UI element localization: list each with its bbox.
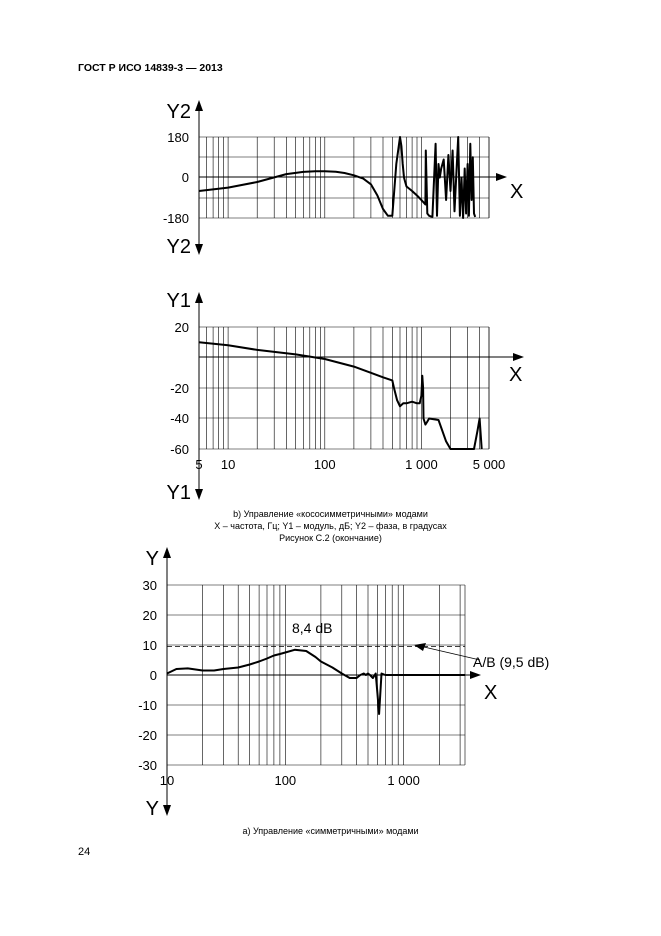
modulus-x-tick-label: 10 bbox=[221, 457, 235, 472]
phase-y-label-top: Y2 bbox=[167, 101, 191, 123]
modulus-y-tick-label: -20 bbox=[170, 381, 189, 396]
symmetric-y-tick-label: -20 bbox=[138, 728, 157, 743]
phase-x-axis-arrow bbox=[496, 173, 507, 181]
phase-series-line bbox=[198, 136, 477, 219]
symmetric-y-tick-label: 10 bbox=[143, 638, 157, 653]
phase-y-tick-label: 180 bbox=[167, 130, 189, 145]
modulus-y-label-bottom: Y1 bbox=[167, 482, 191, 504]
document-header: ГОСТ Р ИСО 14839-3 — 2013 bbox=[78, 62, 223, 74]
modulus-x-tick-label: 5 bbox=[195, 457, 202, 472]
symmetric-x-tick-label: 1 000 bbox=[387, 773, 420, 788]
modulus-x-tick-label: 5 000 bbox=[473, 457, 506, 472]
caption-a-title: a) Управление «симметричными» модами bbox=[242, 826, 419, 836]
symmetric-series-line bbox=[166, 648, 465, 715]
modulus-x-tick-label: 100 bbox=[314, 457, 336, 472]
symmetric-y-axis-arrow-down bbox=[163, 805, 171, 816]
modulus-x-tick-label: 1 000 bbox=[405, 457, 438, 472]
symmetric-x-label: X bbox=[484, 682, 497, 704]
caption-b-title: b) Управление «кососимметричными» модами bbox=[233, 509, 428, 519]
modulus-y-label-top: Y1 bbox=[167, 290, 191, 312]
page-number: 24 bbox=[78, 846, 91, 858]
phase-y-tick-label: -180 bbox=[163, 211, 189, 226]
phase-x-label: X bbox=[510, 181, 523, 203]
modulus-y-tick-label: -60 bbox=[170, 442, 189, 457]
modulus-y-axis-arrow-down bbox=[195, 489, 203, 500]
peak-label: 8,4 dB bbox=[292, 620, 332, 636]
modulus-series-line bbox=[198, 341, 483, 450]
symmetric-y-tick-label: 20 bbox=[143, 608, 157, 623]
reference-pointer-arrow bbox=[414, 643, 426, 651]
symmetric-x-tick-label: 100 bbox=[274, 773, 296, 788]
symmetric-y-tick-label: 0 bbox=[150, 668, 157, 683]
modulus-y-tick-label: -40 bbox=[170, 411, 189, 426]
modulus-x-label: X bbox=[509, 364, 522, 386]
symmetric-x-axis-arrow bbox=[470, 671, 481, 679]
modulus-y-axis-arrow-up bbox=[195, 292, 203, 303]
symmetric-x-tick-label: 10 bbox=[160, 773, 174, 788]
symmetric-y-tick-label: -30 bbox=[138, 758, 157, 773]
phase-y-axis-arrow-down bbox=[195, 244, 203, 255]
caption-b-legend: X – частота, Гц; Y1 – модуль, дБ; Y2 – ф… bbox=[214, 521, 447, 531]
modulus-y-tick-label: 20 bbox=[175, 320, 189, 335]
figure-caption: Рисунок С.2 (окончание) bbox=[279, 533, 382, 543]
symmetric-y-axis-arrow-up bbox=[163, 547, 171, 558]
symmetric-y-label-bottom: Y bbox=[146, 798, 159, 820]
symmetric-y-tick-label: 30 bbox=[143, 578, 157, 593]
reference-label: A/B (9,5 dB) bbox=[473, 654, 549, 670]
phase-y-axis-arrow-up bbox=[195, 100, 203, 111]
symmetric-y-tick-label: -10 bbox=[138, 698, 157, 713]
phase-y-tick-label: 0 bbox=[182, 170, 189, 185]
phase-y-label-bottom: Y2 bbox=[167, 236, 191, 258]
modulus-x-axis-arrow bbox=[513, 353, 524, 361]
reference-pointer-line bbox=[423, 646, 481, 661]
symmetric-y-label-top: Y bbox=[146, 548, 159, 570]
